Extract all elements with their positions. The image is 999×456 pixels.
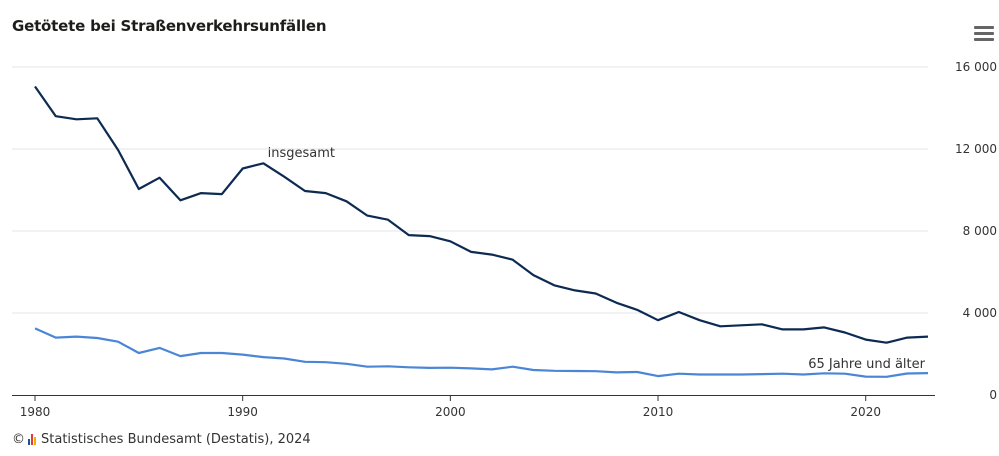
series-line-insgesamt: [34, 85, 929, 344]
line-chart: 0 4 000 8 000 12 000 16 000 1980 1990 2000 2010 2…: [12, 60, 997, 419]
y-tick-label: 4 000: [963, 306, 997, 320]
copyright-symbol: ©: [12, 432, 25, 447]
y-tick-label: 8 000: [963, 224, 997, 238]
series-label-insgesamt: insgesamt: [268, 146, 335, 161]
series-line-65-plus: [34, 327, 929, 378]
destatis-logo-icon: [28, 434, 36, 445]
y-tick-label: 0: [989, 388, 997, 402]
x-tick-label: 2000: [435, 405, 466, 419]
series-label-65-plus: 65 Jahre und älter: [808, 357, 925, 372]
y-tick-label: 16 000: [955, 60, 997, 74]
x-tick-label: 2020: [850, 405, 881, 419]
source-text: Statistisches Bundesamt (Destatis), 2024: [41, 432, 311, 447]
y-tick-label: 12 000: [955, 142, 997, 156]
x-tick-label: 1980: [20, 405, 51, 419]
x-tick-label: 2010: [643, 405, 674, 419]
hamburger-menu-icon[interactable]: [974, 26, 994, 42]
x-tick-label: 1990: [227, 405, 258, 419]
chart-title: Getötete bei Straßenverkehrsunfällen: [12, 17, 327, 35]
source-footer: © Statistisches Bundesamt (Destatis), 20…: [12, 432, 311, 447]
